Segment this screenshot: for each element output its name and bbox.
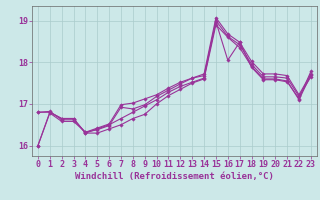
- X-axis label: Windchill (Refroidissement éolien,°C): Windchill (Refroidissement éolien,°C): [75, 172, 274, 181]
